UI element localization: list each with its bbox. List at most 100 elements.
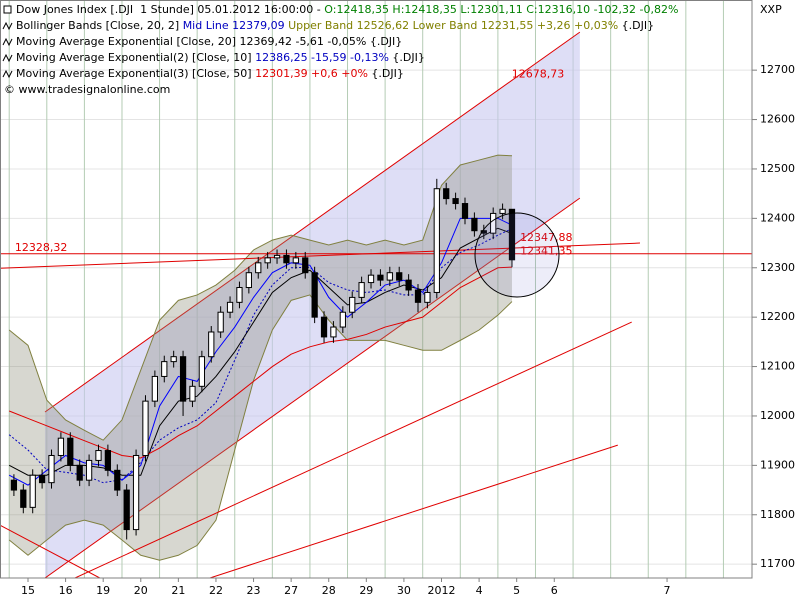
candle-body — [443, 188, 450, 200]
candle-body — [114, 469, 121, 491]
channel-line — [44, 31, 581, 413]
legend-text: O:12418,35 H:12418,35 L:12301,11 C:12316… — [324, 3, 678, 16]
candle-body — [76, 464, 83, 481]
legend-text: Moving Average Exponential(2) [Close, 10… — [16, 51, 255, 64]
candle-body — [95, 450, 102, 461]
x-tick-label: 15 — [21, 584, 35, 597]
legend-text: Mid Line 12379,09 — [183, 19, 285, 32]
annotation: 12328,32 — [15, 241, 68, 254]
x-tick-label: 28 — [322, 584, 336, 597]
candle-body — [104, 450, 112, 471]
candle-body — [414, 289, 422, 303]
x-tick-label: 4 — [476, 584, 483, 597]
candle-body — [236, 287, 243, 303]
candle-body — [480, 230, 487, 234]
candle-body — [226, 301, 234, 313]
x-tick-label: 5 — [513, 584, 520, 597]
candle-body — [358, 282, 365, 298]
candle-body — [339, 311, 346, 328]
legend-icon — [2, 53, 13, 63]
candle-body — [189, 385, 196, 402]
trendline — [209, 444, 618, 578]
indicator-line — [8, 217, 513, 486]
y-tick-label: 11700 — [760, 557, 795, 570]
candle-body — [48, 454, 55, 484]
legend-icon — [3, 5, 12, 14]
candle-body — [283, 254, 290, 264]
candle-body — [396, 272, 403, 281]
annotation: 12347,88 — [520, 231, 573, 244]
candle-body — [292, 257, 299, 264]
plot-frame — [0, 0, 753, 579]
candle-body — [330, 326, 337, 338]
trendline — [74, 321, 632, 578]
candle-body — [85, 459, 93, 481]
candle-body — [490, 212, 497, 234]
candle-body — [386, 272, 393, 281]
legend-line: Dow Jones Index [.DJI 1 Stunde] 05.01.20… — [16, 3, 678, 16]
legend-text: {.DJI} — [368, 67, 404, 80]
y-tick-label: 12000 — [760, 409, 795, 422]
legend-icon — [2, 37, 13, 47]
y-tick-label: 12700 — [760, 63, 795, 76]
x-tick-label: 20 — [134, 584, 148, 597]
x-tick-label: 2012 — [428, 584, 456, 597]
legend-text: Moving Average Exponential(3) [Close, 50… — [16, 67, 255, 80]
x-tick-label: 7 — [664, 584, 671, 597]
candle-body — [245, 272, 252, 289]
candle-body — [142, 400, 149, 456]
x-tick-label: 27 — [284, 584, 298, 597]
legend-icon — [2, 69, 13, 79]
candle-body — [405, 279, 412, 291]
candle-body — [29, 474, 36, 508]
y-tick-label: 12500 — [760, 162, 795, 175]
candle-body — [198, 356, 205, 387]
band-line — [8, 154, 513, 441]
candle-body — [499, 208, 506, 214]
y-tick-label: 12400 — [760, 211, 795, 224]
x-tick-label: 30 — [397, 584, 411, 597]
legend-icon — [2, 21, 13, 31]
legend-line: Bollinger Bands [Close, 20, 2] Mid Line … — [16, 19, 654, 32]
candle-body — [264, 257, 271, 264]
candle-body — [170, 356, 177, 363]
legend-line: Moving Average Exponential [Close, 20] 1… — [16, 35, 402, 48]
axes: 11700 11800 11900 12000 12100 12200 12300 12400… — [21, 63, 795, 597]
indicator-line — [9, 266, 513, 459]
candle-body — [461, 203, 469, 219]
candle-body — [217, 311, 224, 333]
y-tick-label: 12200 — [760, 310, 795, 323]
candle-body — [320, 316, 328, 338]
candle-body — [433, 188, 440, 293]
trendline — [0, 242, 640, 269]
y-tick-label: 11900 — [760, 458, 795, 471]
legend-text: Bollinger Bands [Close, 20, 2] — [16, 19, 183, 32]
candle-body — [255, 262, 262, 274]
x-tick-label: 19 — [96, 584, 110, 597]
candle-body — [508, 208, 516, 261]
candle-body — [311, 272, 318, 318]
drawing-circle — [474, 212, 560, 298]
legend-text: 12301,39 +0,6 +0% — [255, 67, 368, 80]
candle-body — [349, 296, 356, 313]
candle-body — [10, 479, 18, 491]
candle-body — [20, 489, 27, 508]
candle-body — [57, 437, 65, 456]
x-tick-label: 6 — [551, 584, 558, 597]
indicator-line — [8, 228, 513, 484]
candle-body — [367, 274, 375, 284]
candle-body — [132, 454, 140, 531]
x-tick-label: 22 — [209, 584, 223, 597]
legend-text: 12386,25 -15,59 -0,13% — [255, 51, 389, 64]
y-tick-label: 12600 — [760, 113, 795, 126]
x-tick-label: 21 — [171, 584, 185, 597]
candle-body — [38, 474, 46, 484]
legend-line: Moving Average Exponential(2) [Close, 10… — [16, 51, 425, 64]
legend-text: {.DJI} — [618, 19, 654, 32]
legend-text: Dow Jones Index [.DJI 1 Stunde] 05.01.20… — [16, 3, 324, 16]
legend-text: {.DJI} — [389, 51, 425, 64]
candle-body — [302, 257, 309, 274]
